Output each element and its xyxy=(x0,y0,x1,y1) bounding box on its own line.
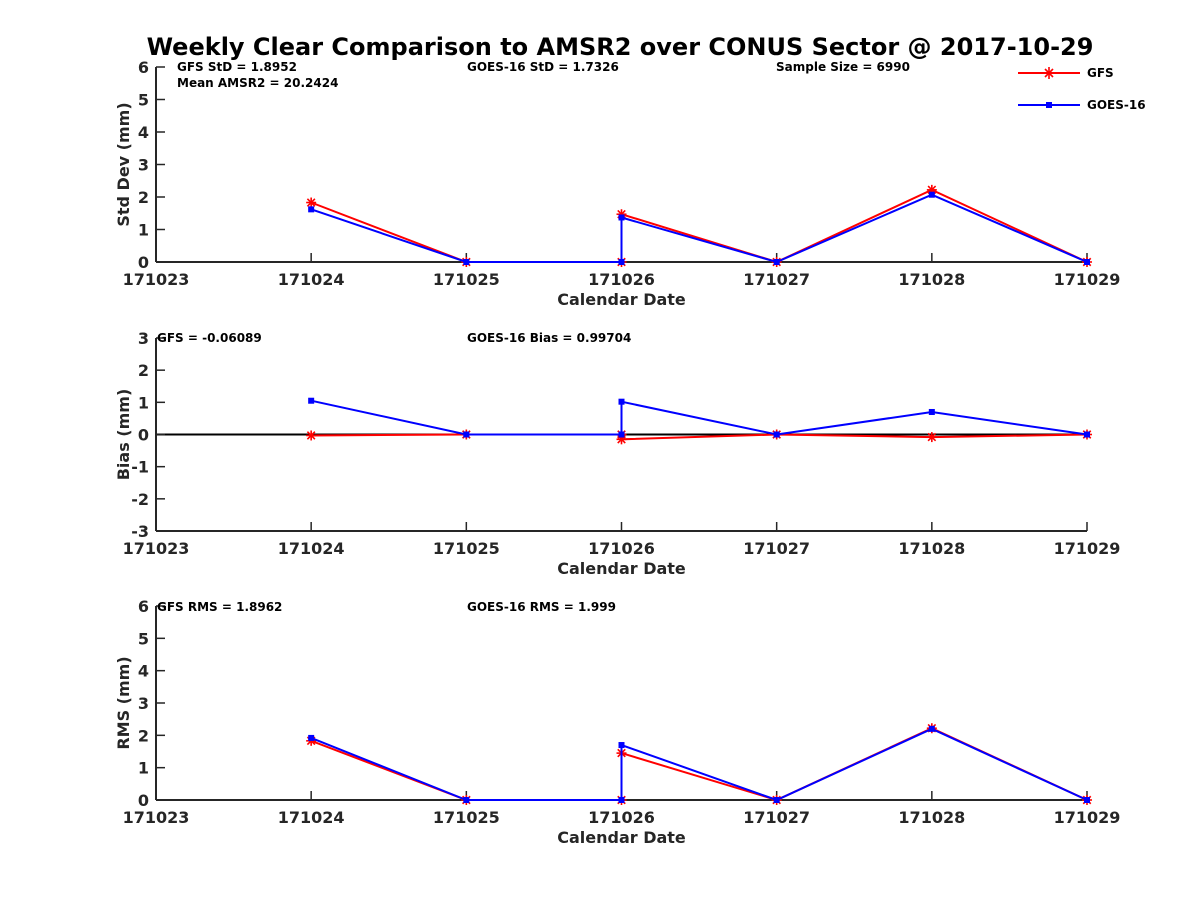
data-point-goes xyxy=(928,191,935,198)
legend-box xyxy=(1008,58,1156,122)
x-tick-label: 171024 xyxy=(278,270,345,289)
y-tick-label: 1 xyxy=(138,221,149,240)
x-tick-label: 171026 xyxy=(588,808,655,827)
data-point-goes xyxy=(618,398,625,405)
legend-marker-goes xyxy=(1046,102,1052,108)
x-tick-label: 171029 xyxy=(1054,808,1121,827)
y-tick-label: 3 xyxy=(138,694,149,713)
y-tick-label: 3 xyxy=(138,156,149,175)
x-tick-label: 171027 xyxy=(743,808,810,827)
x-tick-label: 171029 xyxy=(1054,539,1121,558)
data-point-goes xyxy=(618,214,625,221)
y-tick-label: -1 xyxy=(131,458,149,477)
y-tick-label: 1 xyxy=(138,759,149,778)
legend: GFS GOES-16 xyxy=(1008,58,1156,122)
annotation-goes-rms: GOES-16 RMS = 1.999 xyxy=(467,600,616,614)
series-line-goes xyxy=(310,727,1088,802)
x-tick-label: 171023 xyxy=(123,270,190,289)
data-point-goes xyxy=(773,431,780,438)
data-point-goes xyxy=(463,797,470,803)
x-tick-label: 171023 xyxy=(123,539,190,558)
y-tick-label: 0 xyxy=(138,426,149,445)
data-point-goes xyxy=(928,408,935,415)
y-tick-label: -3 xyxy=(131,522,149,541)
legend-label-goes: GOES-16 xyxy=(1087,98,1146,112)
x-tick-label: 171025 xyxy=(433,808,500,827)
y-tick-label: -2 xyxy=(131,490,149,509)
annotation-goes-std: GOES-16 StD = 1.7326 xyxy=(467,60,619,74)
series-line-gfs xyxy=(310,727,1088,802)
data-point-goes xyxy=(618,742,625,749)
x-tick-label: 171025 xyxy=(433,539,500,558)
bias-panel: 171023 171024 171025 171026 171027 171028 1710… xyxy=(114,329,1120,578)
annotation-sample-size: Sample Size = 6990 xyxy=(776,60,910,74)
y-tick-label: 6 xyxy=(138,597,149,616)
std-dev-panel: 171023 171024 171025 171026 171027 171028 1710… xyxy=(114,58,1120,309)
annotation-gfs-std: GFS StD = 1.8952 xyxy=(177,60,297,74)
data-point-goes xyxy=(308,397,315,404)
data-point-goes xyxy=(618,259,625,265)
y-axis-label: Std Dev (mm) xyxy=(114,102,133,226)
annotation-goes-bias: GOES-16 Bias = 0.99704 xyxy=(467,331,631,345)
y-tick-label: 4 xyxy=(138,123,149,142)
legend-label-gfs: GFS xyxy=(1087,66,1114,80)
y-axis-label: Bias (mm) xyxy=(114,389,133,481)
y-tick-label: 4 xyxy=(138,662,149,681)
data-point-goes xyxy=(618,797,625,803)
data-point-gfs xyxy=(306,430,317,441)
y-tick-label: 2 xyxy=(138,188,149,207)
data-point-goes xyxy=(463,431,470,438)
x-tick-label: 171029 xyxy=(1054,270,1121,289)
data-point-goes xyxy=(1084,797,1090,803)
y-tick-label: 2 xyxy=(138,361,149,380)
x-tick-label: 171026 xyxy=(588,539,655,558)
figure-title: Weekly Clear Comparison to AMSR2 over CO… xyxy=(147,33,1094,61)
x-tick-label: 171024 xyxy=(278,808,345,827)
y-tick-label: 2 xyxy=(138,726,149,745)
data-point-goes xyxy=(308,734,315,741)
x-tick-label: 171024 xyxy=(278,539,345,558)
series-line-goes xyxy=(310,399,1088,436)
x-axis-label: Calendar Date xyxy=(557,828,686,847)
data-point-goes xyxy=(1084,259,1090,265)
data-point-goes xyxy=(928,725,935,732)
x-tick-label: 171027 xyxy=(743,270,810,289)
data-point-goes xyxy=(308,206,315,213)
series-line-goes xyxy=(310,193,1088,264)
x-tick-label: 171027 xyxy=(743,539,810,558)
annotation-gfs-rms: GFS RMS = 1.8962 xyxy=(157,600,282,614)
legend-marker-gfs xyxy=(1043,67,1055,79)
y-tick-label: 0 xyxy=(138,253,149,272)
x-axis-label: Calendar Date xyxy=(557,290,686,309)
data-point-goes xyxy=(618,431,625,438)
data-point-goes xyxy=(463,259,470,265)
x-axis-label: Calendar Date xyxy=(557,559,686,578)
data-point-goes xyxy=(773,797,780,803)
annotation-gfs-bias: GFS = -0.06089 xyxy=(157,331,262,345)
y-axis-label: RMS (mm) xyxy=(114,656,133,749)
data-point-goes xyxy=(773,259,780,265)
y-tick-label: 1 xyxy=(138,393,149,412)
y-tick-label: 5 xyxy=(138,91,149,110)
annotation-mean-amsr2: Mean AMSR2 = 20.2424 xyxy=(177,76,338,90)
y-tick-label: 0 xyxy=(138,791,149,810)
y-tick-label: 6 xyxy=(138,58,149,77)
x-tick-label: 171028 xyxy=(898,808,965,827)
data-point-gfs xyxy=(306,197,317,208)
x-tick-label: 171028 xyxy=(898,270,965,289)
x-tick-label: 171025 xyxy=(433,270,500,289)
x-tick-label: 171023 xyxy=(123,808,190,827)
data-point-gfs xyxy=(926,432,937,443)
rms-panel: 171023 171024 171025 171026 171027 171028 1710… xyxy=(114,597,1120,847)
y-tick-label: 3 xyxy=(138,329,149,348)
series-line-gfs xyxy=(310,188,1088,264)
x-tick-label: 171028 xyxy=(898,539,965,558)
data-point-goes xyxy=(1084,431,1090,438)
x-tick-label: 171026 xyxy=(588,270,655,289)
y-tick-label: 5 xyxy=(138,629,149,648)
